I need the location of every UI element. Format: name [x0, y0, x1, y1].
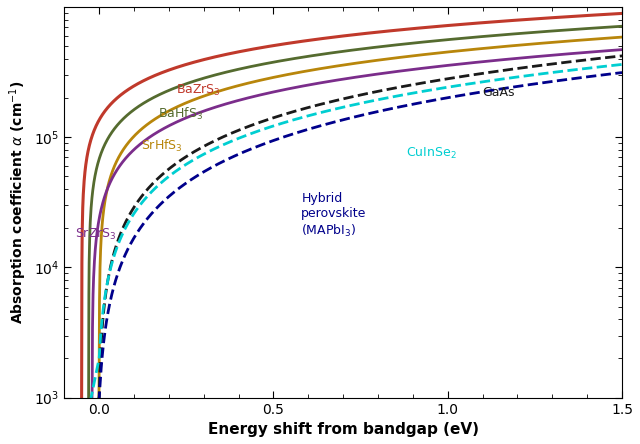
Text: SrZrS$_3$: SrZrS$_3$: [75, 226, 116, 242]
Y-axis label: Absorption coefficient $\alpha$ (cm$^{-1}$): Absorption coefficient $\alpha$ (cm$^{-1…: [7, 80, 29, 324]
Text: BaHfS$_3$: BaHfS$_3$: [159, 106, 204, 122]
Text: GaAs: GaAs: [483, 86, 515, 99]
Text: BaZrS$_3$: BaZrS$_3$: [176, 83, 221, 98]
Text: CuInSe$_2$: CuInSe$_2$: [406, 146, 456, 161]
Text: Hybrid
perovskite
(MAPbI$_3$): Hybrid perovskite (MAPbI$_3$): [301, 192, 367, 239]
Text: SrHfS$_3$: SrHfS$_3$: [141, 139, 183, 155]
X-axis label: Energy shift from bandgap (eV): Energy shift from bandgap (eV): [208, 422, 479, 437]
